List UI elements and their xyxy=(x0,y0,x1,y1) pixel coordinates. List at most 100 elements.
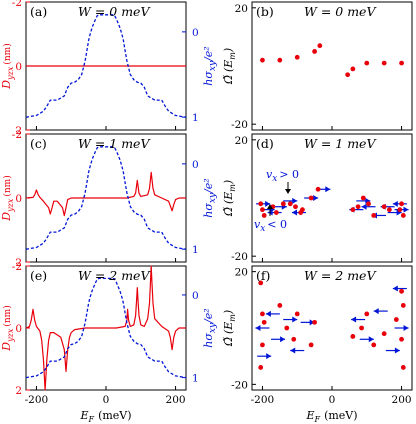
omega-point xyxy=(400,365,406,370)
omega-point xyxy=(308,342,314,348)
omega-point xyxy=(386,207,392,213)
omega-point xyxy=(381,60,387,66)
omega-axis-label-close: ) xyxy=(222,310,235,315)
panel-title-b: W = 0 meV xyxy=(304,4,377,19)
panel-title-d: W = 1 meV xyxy=(304,136,377,151)
velocity-arrow-head xyxy=(309,319,315,326)
omega-point xyxy=(293,204,298,210)
annotation-vx-positive: vx > 0 xyxy=(266,168,299,184)
annotation-vx-negative-rel: < 0 xyxy=(267,218,287,231)
omega-axis-label-unit: (E xyxy=(222,60,235,72)
omega-point xyxy=(277,57,283,63)
right-axis-label-sub: xy xyxy=(208,192,218,203)
velocity-arrow-head xyxy=(255,325,261,331)
right-axis-label-main: hσ xyxy=(202,71,215,86)
x-axis-label: EF (meV) xyxy=(305,409,357,424)
right-tick-label: 0 xyxy=(192,159,199,171)
omega-point xyxy=(312,319,318,325)
right-axis-label-tail: /e² xyxy=(202,46,215,62)
omega-tick-label: -20 xyxy=(231,379,248,391)
omega-point xyxy=(364,311,370,317)
omega-point xyxy=(300,207,305,213)
velocity-arrow-head xyxy=(403,206,409,213)
velocity-arrow-head xyxy=(403,325,409,331)
right-axis-label: hσxy/e² xyxy=(202,46,218,85)
right-axis-label-tail: /e² xyxy=(202,308,215,324)
right-axis-label-main: hσ xyxy=(202,333,215,348)
left-tick-label: 2 xyxy=(15,257,22,269)
velocity-arrow-head xyxy=(313,195,319,201)
omega-point xyxy=(400,303,406,308)
left-axis-label-main: D xyxy=(0,212,13,222)
omega-axis-label-unit: (E xyxy=(222,192,235,204)
right-axis-label: hσxy/e² xyxy=(202,178,218,217)
dyzx-series-line xyxy=(25,265,186,391)
omega-axis-label-unit: (E xyxy=(222,322,235,334)
omega-point xyxy=(260,311,265,317)
omega-point xyxy=(294,311,300,317)
x-tick-label: 0 xyxy=(329,394,336,406)
right-axis-label-tail: /e² xyxy=(202,178,215,194)
left-axis-label-main: D xyxy=(0,80,13,90)
velocity-arrow-head xyxy=(292,316,298,323)
right-tick-label: 0 xyxy=(192,27,199,39)
velocity-arrow-head xyxy=(373,308,379,315)
velocity-arrow-head xyxy=(291,209,297,216)
omega-point xyxy=(371,342,377,348)
velocity-arrow-head xyxy=(265,310,271,317)
panel-frame-f xyxy=(251,265,413,391)
omega-point xyxy=(260,207,265,213)
panel-frame-b xyxy=(251,1,413,131)
annotation-vx-negative: vx < 0 xyxy=(254,218,287,234)
velocity-arrow-head xyxy=(325,186,331,193)
omega-point xyxy=(393,317,399,322)
panel-label-e: (e) xyxy=(30,268,47,283)
velocity-arrow-head xyxy=(292,197,298,204)
left-axis-label-sub: yzx xyxy=(6,198,15,213)
omega-axis-label-sub: m xyxy=(228,184,237,192)
omega-point xyxy=(261,213,267,218)
omega-axis-label: Ω̃ (Em) xyxy=(222,180,237,217)
omega-point xyxy=(258,201,264,207)
x-axis-label-main: E xyxy=(79,409,88,422)
x-axis-label-main: E xyxy=(305,409,314,422)
right-tick-label: 1 xyxy=(192,112,199,124)
annotation-pointer-head xyxy=(267,204,273,209)
velocity-arrow-head xyxy=(361,203,367,210)
left-axis-label-unit: (nm) xyxy=(2,43,13,64)
omega-point xyxy=(381,204,387,210)
omega-point xyxy=(366,201,371,207)
velocity-arrow-head xyxy=(392,285,398,292)
x-tick-label: 200 xyxy=(166,394,186,406)
velocity-arrow-head xyxy=(365,197,371,204)
omega-point xyxy=(273,210,279,215)
left-axis-label-main: D xyxy=(0,342,13,352)
velocity-arrow-head xyxy=(266,353,272,360)
omega-point xyxy=(312,49,318,54)
x-tick-label: -200 xyxy=(25,394,49,406)
omega-point xyxy=(399,336,404,342)
right-axis-label-main: hσ xyxy=(202,203,215,218)
left-axis-label-unit: (nm) xyxy=(2,305,13,326)
omega-point xyxy=(371,213,377,218)
velocity-arrow-head xyxy=(394,347,400,354)
velocity-arrow-head xyxy=(280,336,286,343)
omega-tick-label: -20 xyxy=(231,251,248,263)
x-tick-label: 0 xyxy=(103,394,110,406)
omega-axis-label-sub: m xyxy=(228,52,237,60)
hall-conductance-series-line xyxy=(25,146,187,250)
right-tick-label: 1 xyxy=(192,244,199,256)
x-axis-label-unit: (meV) xyxy=(324,409,357,422)
omega-point xyxy=(359,325,364,331)
left-tick-label: 0 xyxy=(15,193,22,205)
left-tick-label: 0 xyxy=(15,323,22,335)
omega-point xyxy=(345,72,351,78)
right-axis-label-sub: xy xyxy=(208,60,218,71)
x-tick-label: 200 xyxy=(392,394,412,406)
panel-frame-d xyxy=(251,133,413,263)
panel-label-f: (f) xyxy=(256,268,270,283)
omega-point xyxy=(284,325,290,331)
velocity-arrow-head xyxy=(392,200,398,207)
hall-conductance-series-line xyxy=(25,14,187,118)
